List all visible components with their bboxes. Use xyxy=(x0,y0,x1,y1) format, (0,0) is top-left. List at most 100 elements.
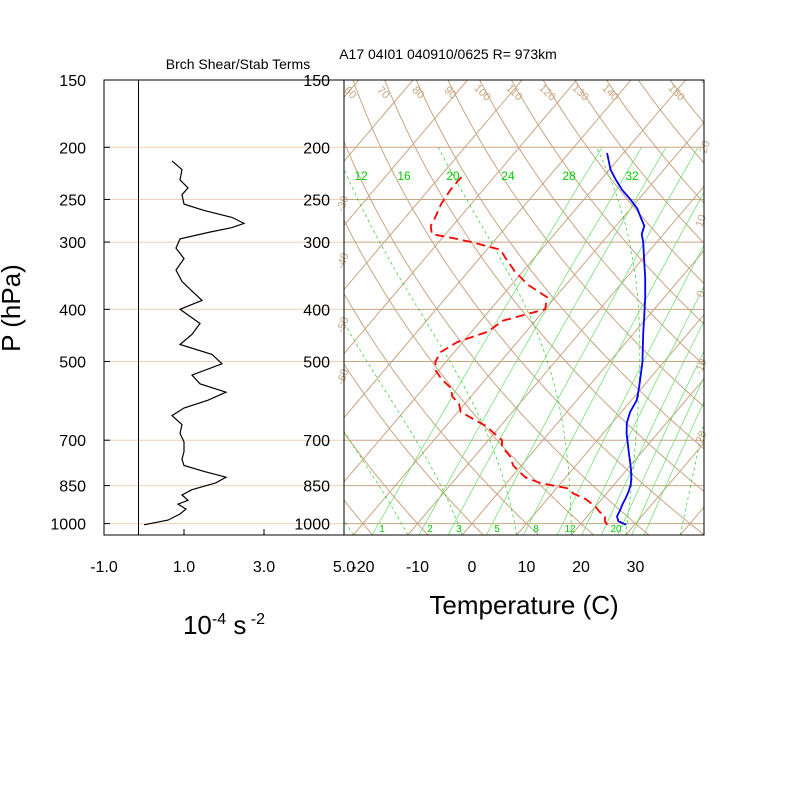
skewt-xtick-30: 30 xyxy=(627,559,645,576)
dry-adiabat xyxy=(344,363,484,535)
moist-adiabat-label-0: 0 xyxy=(694,289,707,299)
left-ytick-850: 850 xyxy=(59,479,86,496)
skewt-title: A17 04I01 040910/0625 R= 973km xyxy=(339,46,557,62)
dry-adiabat xyxy=(542,80,704,285)
dry-adiabat-label-140: 140 xyxy=(599,82,620,103)
moist-adiabat-label--20: -20 xyxy=(693,429,710,448)
dry-adiabat xyxy=(344,219,595,535)
dry-adiabat xyxy=(344,431,429,535)
left-ytick-1000: 1000 xyxy=(50,517,86,534)
skewt-ytick-500: 500 xyxy=(303,355,330,372)
temperature-profile xyxy=(606,152,647,526)
isotherm xyxy=(0,64,263,535)
dry-adiabat xyxy=(344,499,374,535)
dry-adiabat xyxy=(352,80,704,535)
left-ytick-150: 150 xyxy=(59,73,86,90)
dry-adiabat xyxy=(344,140,650,535)
isotherm xyxy=(344,80,523,291)
mixing-ratio-bottom-label-2: 2 xyxy=(427,524,433,535)
isotherm xyxy=(0,64,318,535)
moist-adiabat-label--40: -40 xyxy=(335,251,352,270)
skewt-xtick-20: 20 xyxy=(572,559,590,576)
moist-adiabat xyxy=(680,421,704,535)
dry-adiabat xyxy=(700,80,704,84)
dry-adiabat-label-120: 120 xyxy=(536,82,557,103)
skewt-ytick-400: 400 xyxy=(303,302,330,319)
dry-adiabat xyxy=(751,64,800,535)
isotherm xyxy=(344,80,360,98)
skewt-ytick-850: 850 xyxy=(303,479,330,496)
skewt-xtick--10: -10 xyxy=(406,559,429,576)
left-pressure-grid xyxy=(104,79,344,525)
isotherm xyxy=(516,313,704,535)
unit-exp1: -4 xyxy=(212,611,226,628)
moist-adiabat-label-20: 20 xyxy=(697,139,712,155)
isotherm xyxy=(407,185,704,535)
moist-adiabat xyxy=(596,147,641,535)
dry-adiabat xyxy=(510,80,704,325)
moist-adiabat-label--30: -30 xyxy=(335,194,352,213)
mixing-ratio-line xyxy=(631,376,704,535)
skewt-ytick-250: 250 xyxy=(303,192,330,209)
left-x-tick-labels: -1.0 1.0 3.0 5.0 xyxy=(90,529,355,576)
left-ytick-300: 300 xyxy=(59,235,86,252)
mixing-ratio-bottom-label-8: 8 xyxy=(533,524,539,535)
left-xtick-5.0: 5.0 xyxy=(333,559,355,576)
dry-adiabat-label-80: 80 xyxy=(410,84,427,101)
y-axis-label: P (hPa) xyxy=(0,264,26,352)
mixing-ratio-line xyxy=(581,285,704,535)
shear-stab-line xyxy=(143,160,246,526)
left-x-axis-label: 10-4 s -2 xyxy=(183,610,265,640)
dry-adiabat xyxy=(720,64,800,535)
skewt-x-tick-labels: -20 -10 0 10 20 30 xyxy=(351,559,644,576)
isotherm xyxy=(344,80,414,163)
mixing-ratio-bottom-label-20: 20 xyxy=(610,524,622,535)
mixing-ratio-line xyxy=(447,147,667,535)
mixing-ratio-line xyxy=(643,400,704,535)
skewt-y-tick-labels: 150 200 250 300 400 500 700 850 1000 xyxy=(294,73,330,534)
skewt-ytick-1000: 1000 xyxy=(294,517,330,534)
left-ytick-700: 700 xyxy=(59,433,86,450)
left-xtick-1.0: 1.0 xyxy=(173,559,195,576)
dry-adiabat xyxy=(479,80,704,366)
dewpoint-profile xyxy=(429,174,609,526)
skewt-ytick-150: 150 xyxy=(303,73,330,90)
mixing-ratio-label-12: 12 xyxy=(354,169,368,183)
mixing-ratio-line xyxy=(418,147,643,535)
moist-adiabat-label--60: -60 xyxy=(335,367,352,386)
mixing-ratio-label-16: 16 xyxy=(397,169,411,183)
mixing-ratio-bottom-label-3: 3 xyxy=(456,524,462,535)
skewt-xtick--20: -20 xyxy=(351,559,374,576)
dry-adiabat xyxy=(447,80,704,408)
dry-adiabat xyxy=(637,80,704,164)
isotherm xyxy=(344,80,578,355)
mixing-ratio-label-28: 28 xyxy=(562,169,576,183)
dry-adiabat xyxy=(130,64,318,535)
left-xtick-3.0: 3.0 xyxy=(253,559,275,576)
skewt-background-lines xyxy=(0,64,800,535)
moist-adiabat-label--10: -10 xyxy=(693,357,710,376)
isotherm xyxy=(679,506,704,535)
moist-adiabat-label-10: 10 xyxy=(693,213,708,229)
dry-adiabat-label-90: 90 xyxy=(442,84,459,101)
dry-adiabat xyxy=(344,292,539,535)
skewt-ytick-300: 300 xyxy=(303,235,330,252)
left-xtick--1.0: -1.0 xyxy=(90,559,118,576)
dry-adiabat xyxy=(574,80,704,244)
mixing-ratio-line xyxy=(556,244,704,535)
dry-adiabat-label-110: 110 xyxy=(504,82,525,103)
mixing-ratio-line xyxy=(617,350,704,535)
isotherm xyxy=(735,64,800,535)
mixing-ratio-bottom-label-12: 12 xyxy=(564,524,576,535)
dry-adiabat xyxy=(605,80,704,204)
isotherm xyxy=(789,64,800,535)
isotherm xyxy=(344,80,632,419)
left-ytick-200: 200 xyxy=(59,140,86,157)
isotherm xyxy=(461,249,704,535)
mixing-ratio-label-32: 32 xyxy=(625,169,639,183)
moist-adiabat xyxy=(438,147,572,535)
temperature-axis-label: Temperature (C) xyxy=(429,590,618,620)
